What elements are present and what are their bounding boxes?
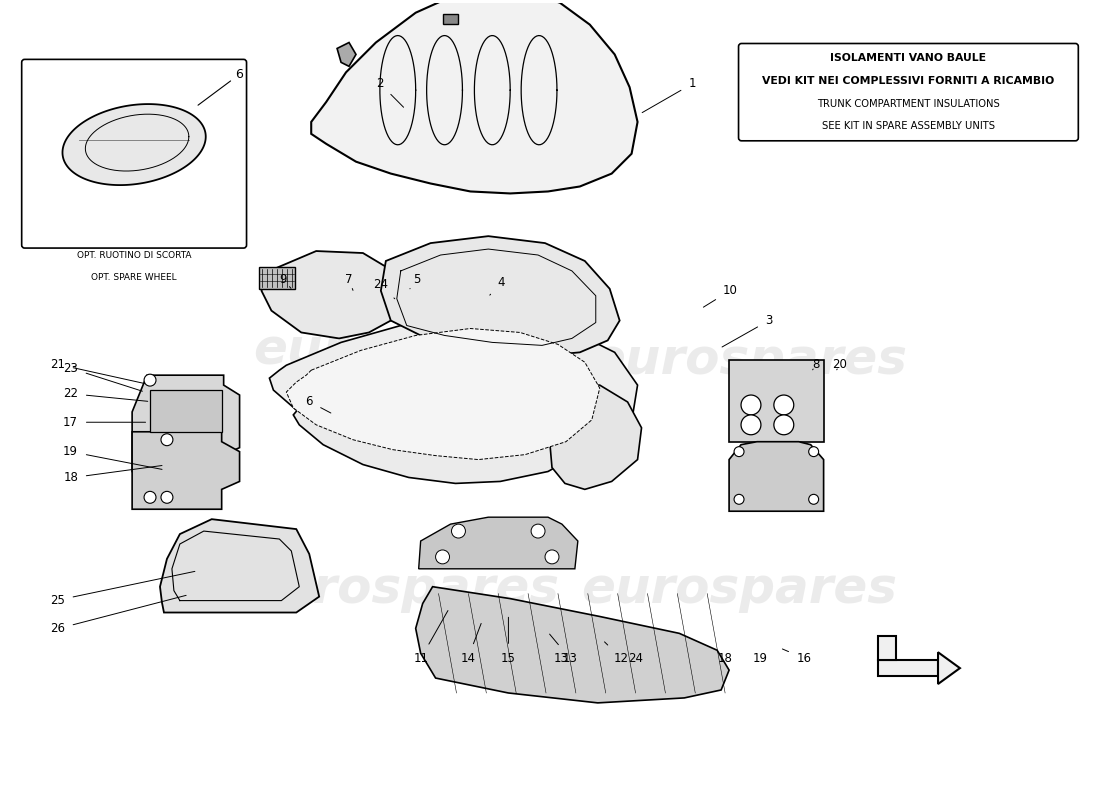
Text: 3: 3	[722, 314, 772, 347]
Polygon shape	[729, 442, 824, 511]
Text: 18: 18	[63, 466, 162, 484]
Text: eurospares: eurospares	[243, 565, 559, 613]
Circle shape	[144, 491, 156, 503]
Text: 2: 2	[376, 78, 404, 107]
Text: 25: 25	[51, 571, 195, 606]
Text: 20: 20	[833, 358, 847, 370]
Circle shape	[734, 446, 744, 457]
Text: 19: 19	[63, 445, 162, 470]
Circle shape	[451, 524, 465, 538]
Text: 12: 12	[605, 642, 628, 665]
Polygon shape	[63, 104, 206, 185]
Text: 16: 16	[782, 649, 812, 665]
Polygon shape	[419, 517, 578, 569]
Text: 26: 26	[50, 595, 186, 635]
FancyBboxPatch shape	[738, 43, 1078, 141]
Polygon shape	[294, 368, 590, 483]
Text: 7: 7	[345, 273, 353, 290]
Text: TRUNK COMPARTMENT INSULATIONS: TRUNK COMPARTMENT INSULATIONS	[817, 98, 1000, 109]
Polygon shape	[416, 586, 729, 703]
Text: 8: 8	[812, 358, 820, 370]
Polygon shape	[381, 236, 619, 355]
Polygon shape	[878, 660, 938, 676]
Polygon shape	[442, 14, 459, 24]
Text: 13: 13	[550, 634, 578, 665]
Text: 23: 23	[63, 362, 142, 391]
Polygon shape	[260, 267, 295, 289]
Circle shape	[808, 494, 818, 504]
Text: 4: 4	[490, 276, 505, 295]
Polygon shape	[938, 652, 960, 684]
Polygon shape	[311, 0, 638, 194]
Text: 19: 19	[752, 652, 768, 665]
Text: 5: 5	[410, 273, 420, 289]
Text: 15: 15	[500, 618, 516, 665]
Text: 24: 24	[373, 278, 395, 298]
Text: 11: 11	[414, 610, 448, 665]
Text: 17: 17	[63, 416, 145, 429]
Text: 6: 6	[306, 395, 331, 413]
Text: eurospares: eurospares	[253, 326, 569, 374]
Circle shape	[734, 494, 744, 504]
Polygon shape	[550, 385, 641, 490]
Text: 14: 14	[461, 623, 481, 665]
Polygon shape	[132, 432, 240, 510]
Text: ISOLAMENTI VANO BAULE: ISOLAMENTI VANO BAULE	[830, 53, 987, 63]
Circle shape	[741, 415, 761, 434]
Circle shape	[161, 434, 173, 446]
Text: 1: 1	[642, 78, 696, 113]
Polygon shape	[286, 329, 600, 459]
Text: 13: 13	[553, 652, 569, 665]
Text: 24: 24	[628, 652, 642, 665]
Text: eurospares: eurospares	[591, 336, 908, 384]
Text: 9: 9	[279, 273, 292, 288]
Polygon shape	[337, 42, 356, 66]
Circle shape	[808, 446, 818, 457]
Text: 22: 22	[63, 387, 147, 402]
Circle shape	[531, 524, 544, 538]
Circle shape	[774, 395, 794, 415]
Polygon shape	[150, 390, 222, 432]
Text: 10: 10	[703, 284, 738, 307]
Text: 21: 21	[50, 358, 144, 383]
Circle shape	[436, 550, 450, 564]
Text: 6: 6	[198, 68, 243, 105]
Polygon shape	[262, 251, 400, 338]
Polygon shape	[160, 519, 319, 613]
Circle shape	[774, 415, 794, 434]
Text: OPT. RUOTINO DI SCORTA: OPT. RUOTINO DI SCORTA	[77, 250, 191, 260]
Text: eurospares: eurospares	[581, 565, 896, 613]
Circle shape	[544, 550, 559, 564]
Circle shape	[144, 374, 156, 386]
Polygon shape	[878, 636, 896, 660]
Circle shape	[161, 491, 173, 503]
Polygon shape	[132, 375, 240, 471]
Text: SEE KIT IN SPARE ASSEMBLY UNITS: SEE KIT IN SPARE ASSEMBLY UNITS	[822, 122, 994, 131]
Polygon shape	[270, 318, 638, 467]
Text: 18: 18	[717, 652, 733, 665]
FancyBboxPatch shape	[22, 59, 246, 248]
Text: VEDI KIT NEI COMPLESSIVI FORNITI A RICAMBIO: VEDI KIT NEI COMPLESSIVI FORNITI A RICAM…	[762, 76, 1055, 86]
Circle shape	[741, 395, 761, 415]
Text: OPT. SPARE WHEEL: OPT. SPARE WHEEL	[91, 273, 177, 282]
Polygon shape	[729, 360, 824, 442]
